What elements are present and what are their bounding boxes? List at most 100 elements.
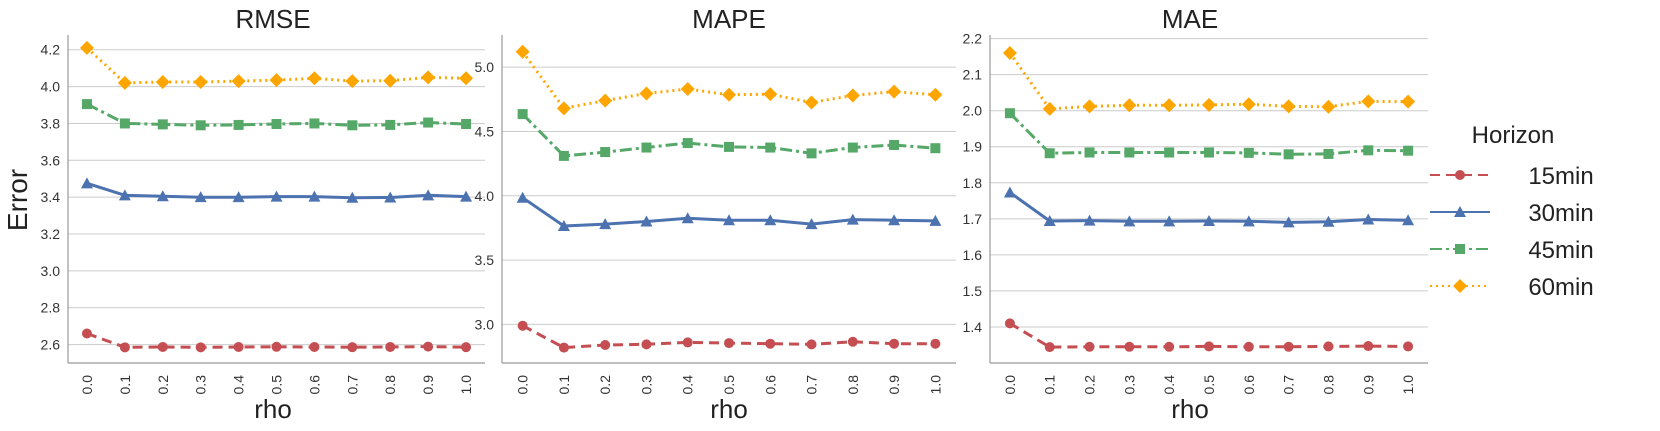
x-tick-label: 0.0 xyxy=(515,375,531,395)
data-point-60min xyxy=(515,44,530,59)
data-point-30min xyxy=(422,189,435,201)
legend-marker-45min xyxy=(1455,244,1465,254)
x-tick-label: 0.4 xyxy=(231,375,247,395)
data-point-30min xyxy=(80,177,93,189)
data-point-15min xyxy=(1283,341,1294,352)
data-point-60min xyxy=(231,74,246,89)
data-point-15min xyxy=(157,341,168,352)
data-point-15min xyxy=(1403,341,1414,352)
data-point-15min xyxy=(641,339,652,350)
data-point-60min xyxy=(1082,99,1097,114)
x-tick-label: 0.1 xyxy=(556,375,572,395)
x-tick-label: 0.7 xyxy=(1281,375,1297,395)
data-point-15min xyxy=(119,342,130,353)
data-point-15min xyxy=(81,328,92,339)
y-tick-label: 4.0 xyxy=(41,79,61,95)
data-point-45min xyxy=(1283,149,1294,160)
x-tick-label: 0.9 xyxy=(1360,375,1376,395)
y-tick-label: 1.8 xyxy=(963,175,983,191)
legend-marker-15min xyxy=(1455,170,1465,180)
x-tick-label: 0.7 xyxy=(804,375,820,395)
y-tick-label: 3.8 xyxy=(41,115,61,131)
x-tick-label: 1.0 xyxy=(1400,375,1416,395)
data-point-30min xyxy=(270,190,283,202)
x-tick-label: 0.5 xyxy=(721,375,737,395)
data-point-60min xyxy=(1002,46,1017,61)
y-tick-label: 4.5 xyxy=(475,123,495,139)
data-point-30min xyxy=(1203,214,1215,226)
data-point-30min xyxy=(764,214,777,226)
data-point-60min xyxy=(1401,94,1416,109)
data-point-15min xyxy=(765,338,776,349)
data-point-15min xyxy=(233,341,244,352)
data-point-30min xyxy=(308,190,321,202)
data-point-45min xyxy=(1323,148,1334,159)
data-point-60min xyxy=(804,95,819,110)
data-point-15min xyxy=(517,320,528,331)
data-point-45min xyxy=(1204,147,1214,158)
data-point-15min xyxy=(847,336,858,347)
data-point-30min xyxy=(599,218,612,230)
data-point-15min xyxy=(195,342,206,353)
y-tick-label: 2.2 xyxy=(963,31,983,47)
data-point-30min xyxy=(805,218,818,230)
data-point-30min xyxy=(232,191,245,203)
data-point-60min xyxy=(1122,98,1137,113)
data-point-30min xyxy=(1003,186,1016,198)
data-point-15min xyxy=(309,341,320,352)
data-point-45min xyxy=(558,150,569,161)
x-tick-label: 0.1 xyxy=(117,375,133,395)
data-point-30min xyxy=(1282,216,1295,228)
data-point-30min xyxy=(118,189,131,201)
data-point-15min xyxy=(806,339,817,350)
x-tick-label: 0.5 xyxy=(1201,375,1217,395)
data-point-45min xyxy=(1084,147,1095,158)
x-tick-label: 1.0 xyxy=(458,375,474,395)
y-tick-label: 3.6 xyxy=(41,152,61,168)
y-tick-label: 1.5 xyxy=(963,283,983,299)
x-tick-label: 0.9 xyxy=(886,375,902,395)
data-point-15min xyxy=(930,338,941,349)
legend-marker-30min xyxy=(1454,206,1466,217)
y-tick-label: 5.0 xyxy=(475,59,495,75)
x-tick-label: 0.4 xyxy=(1161,375,1177,395)
data-point-30min xyxy=(1123,215,1136,227)
data-point-45min xyxy=(271,119,282,130)
data-point-45min xyxy=(81,99,92,110)
data-point-60min xyxy=(383,73,398,88)
data-point-45min xyxy=(889,139,900,150)
data-point-15min xyxy=(682,337,693,348)
data-point-60min xyxy=(307,71,322,86)
data-point-60min xyxy=(887,84,902,99)
x-tick-label: 0.1 xyxy=(1042,375,1058,395)
data-point-30min xyxy=(346,191,359,203)
series-line-15min xyxy=(1009,322,1409,349)
data-point-45min xyxy=(385,119,396,130)
data-point-45min xyxy=(157,119,168,130)
legend-label-30min: 30min xyxy=(1528,200,1593,227)
x-tick-label: 0.3 xyxy=(193,375,209,395)
data-point-15min xyxy=(271,341,282,352)
data-point-30min xyxy=(888,214,901,226)
x-tick-label: 0.4 xyxy=(680,375,696,395)
data-point-60min xyxy=(845,88,860,103)
data-point-60min xyxy=(1241,97,1256,112)
data-point-15min xyxy=(1323,341,1334,352)
y-tick-label: 4.0 xyxy=(475,188,495,204)
data-point-15min xyxy=(558,342,569,353)
data-point-60min xyxy=(193,74,208,89)
x-tick-label: 0.5 xyxy=(269,375,285,395)
data-point-30min xyxy=(516,191,529,203)
data-point-45min xyxy=(517,109,528,120)
data-point-60min xyxy=(79,40,94,55)
data-point-30min xyxy=(1242,215,1255,227)
legend-label-60min: 60min xyxy=(1528,274,1593,301)
data-point-30min xyxy=(1043,214,1056,226)
data-point-60min xyxy=(155,74,170,89)
y-tick-label: 3.5 xyxy=(475,252,495,268)
y-tick-label: 3.2 xyxy=(41,226,61,242)
data-point-30min xyxy=(846,213,859,225)
data-point-60min xyxy=(1361,94,1376,109)
data-point-15min xyxy=(347,342,358,353)
